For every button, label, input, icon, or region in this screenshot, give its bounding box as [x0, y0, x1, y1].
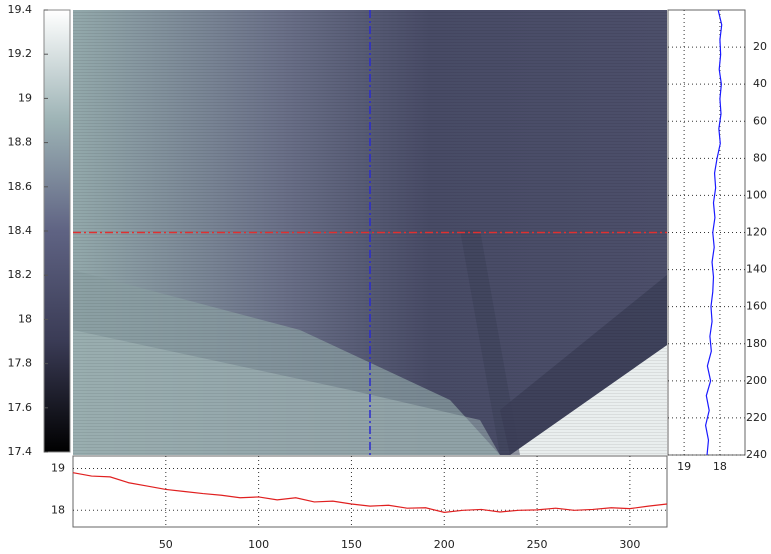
- y-tick-label: 19: [51, 462, 65, 475]
- colorbar-tick-label: 18: [18, 312, 32, 325]
- y-tick-label: 200: [746, 374, 767, 387]
- colorbar-tick-label: 18.2: [8, 268, 33, 281]
- y-tick-label: 60: [753, 114, 767, 127]
- y-tick-label: 80: [753, 151, 767, 164]
- colorbar: [43, 9, 71, 453]
- colorbar-tick-label: 17.8: [8, 357, 33, 370]
- y-tick-label: 140: [746, 263, 767, 276]
- colorbar-tick-label: 19: [18, 91, 32, 104]
- y-tick-label: 180: [746, 337, 767, 350]
- right-profile-panel: [667, 9, 746, 456]
- colorbar-tick-label: 17.6: [8, 401, 33, 414]
- x-tick-label: 100: [248, 538, 269, 551]
- colorbar-tick-label: 19.4: [8, 3, 33, 16]
- y-tick-label: 40: [753, 77, 767, 90]
- bottom-profile-panel: [72, 455, 668, 528]
- colorbar-tick-label: 18.4: [8, 224, 33, 237]
- colorbar-tick-label: 19.2: [8, 47, 33, 60]
- y-tick-label: 20: [753, 40, 767, 53]
- x-tick-label: 150: [341, 538, 362, 551]
- y-tick-label: 120: [746, 226, 767, 239]
- x-tick-label: 250: [527, 538, 548, 551]
- y-tick-label: 220: [746, 411, 767, 424]
- x-tick-label: 19: [677, 460, 691, 473]
- colorbar-tick-label: 17.4: [8, 445, 33, 458]
- colorbar-tick-label: 18.6: [8, 180, 33, 193]
- profile-line: [72, 472, 668, 513]
- colorbar-tick-label: 18.8: [8, 136, 33, 149]
- y-tick-label: 100: [746, 188, 767, 201]
- y-tick-label: 18: [51, 503, 65, 516]
- x-tick-label: 200: [434, 538, 455, 551]
- y-tick-label: 160: [746, 300, 767, 313]
- x-tick-label: 50: [159, 538, 173, 551]
- x-tick-label: 18: [713, 460, 727, 473]
- thermal-image: [73, 10, 667, 455]
- y-tick-label: 240: [746, 448, 767, 461]
- x-tick-label: 300: [619, 538, 640, 551]
- profile-line: [704, 9, 723, 456]
